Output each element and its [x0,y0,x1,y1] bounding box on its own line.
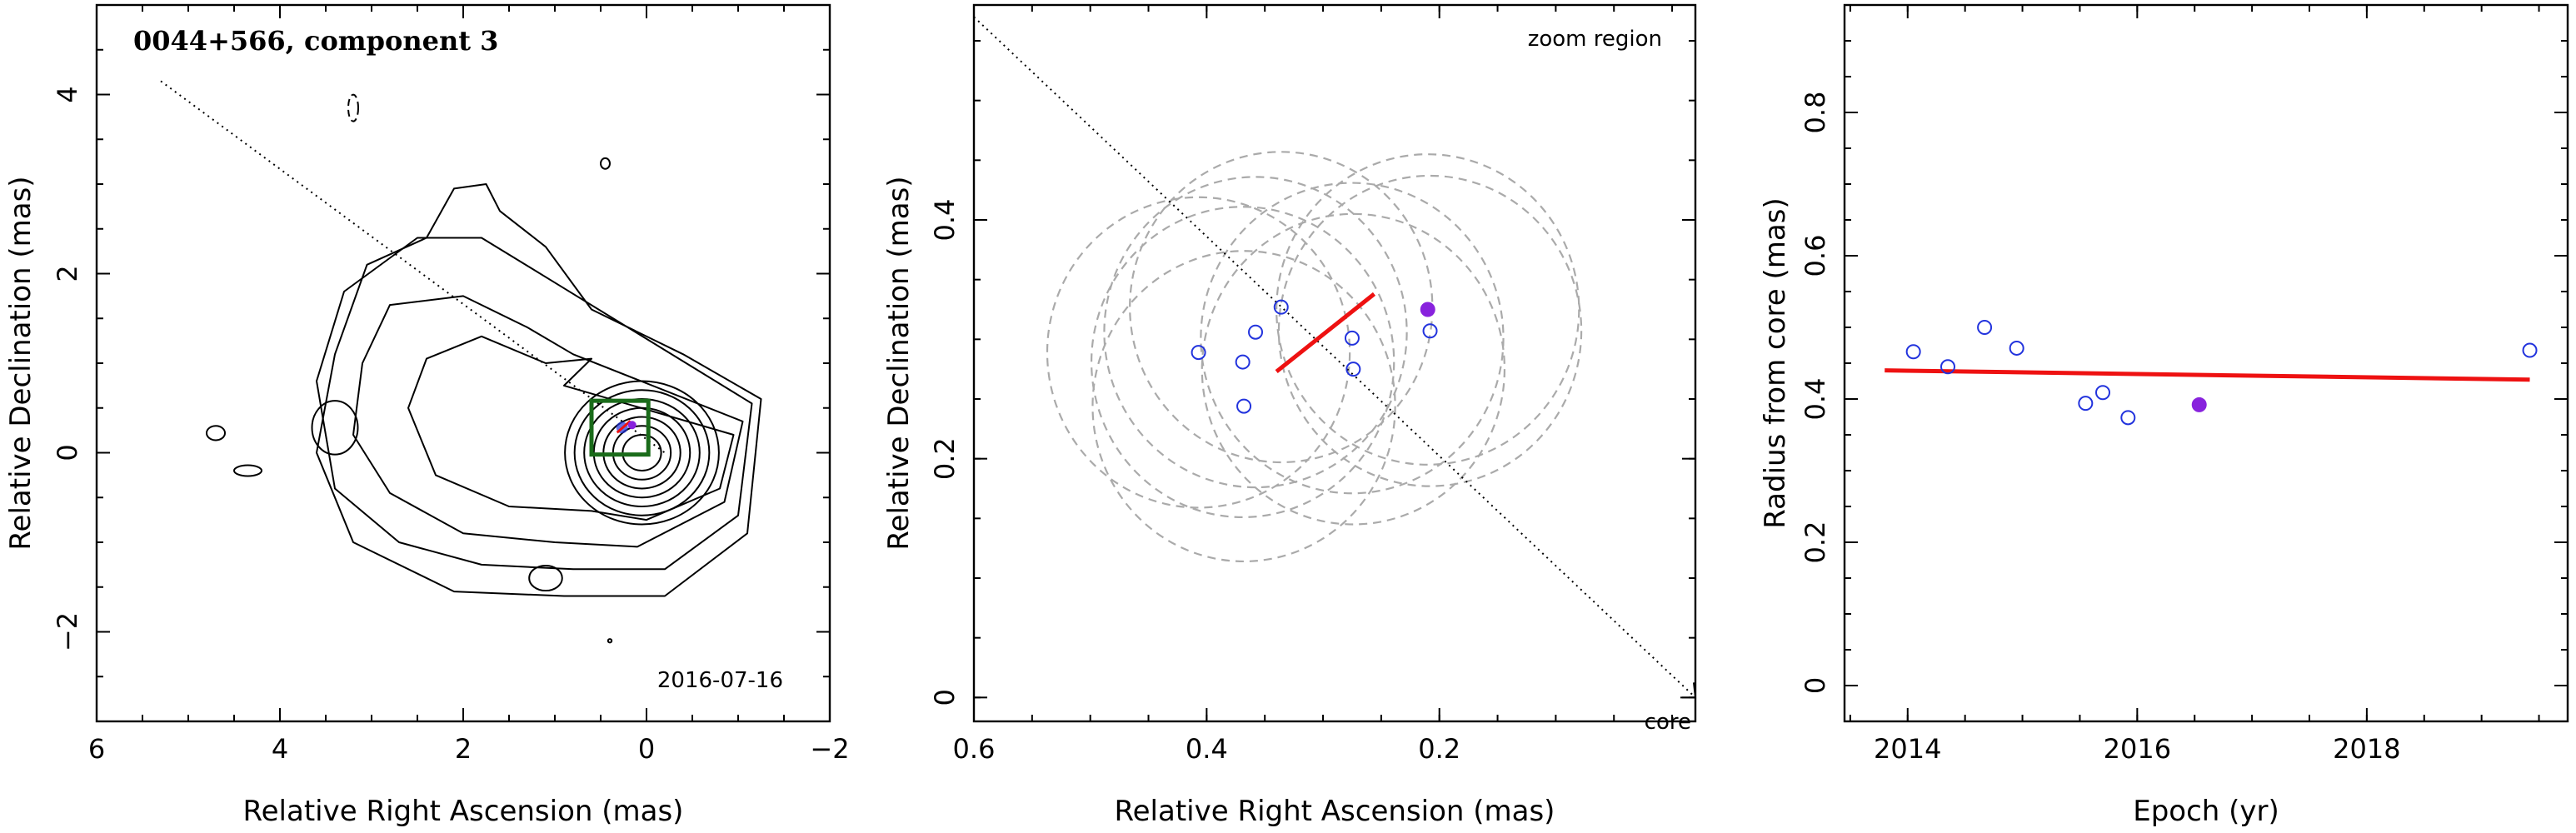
y-tick-label: 0.2 [1800,521,1831,564]
axes-frame-1 [95,3,831,723]
component-trajectory [616,420,632,434]
contour-level [352,295,744,548]
data-point [1345,362,1361,377]
data-point-current [2191,397,2207,412]
x-tick-label: 2016 [2104,733,2171,765]
x-axis-label-1: Relative Right Ascension (mas) [243,795,684,828]
y-tick-label: 0.8 [1800,92,1831,134]
x-tick-label: 0.2 [1418,733,1460,765]
contour-blob [233,464,262,477]
y-tick-label: 4 [52,86,83,102]
data-point [1344,330,1360,346]
x-tick-label: −2 [810,733,849,765]
data-point-current [1420,302,1435,317]
x-tick-label: 2014 [1874,733,1941,765]
error-circle [1090,206,1395,519]
error-circle [1277,174,1583,487]
component-marker [616,420,637,434]
contour-blob [528,564,563,592]
contour-blob [206,425,226,441]
y-tick-label: 0.4 [1800,378,1831,421]
y-axis-label-2: Relative Declination (mas) [882,176,916,550]
data-point [1422,323,1438,339]
zoom-region-label: zoom region [1528,27,1662,52]
core-direction-line [974,16,1695,699]
fit-line [1885,368,2530,382]
y-axis-label-3: Radius from core (mas) [1759,197,1792,528]
data-point [2009,340,2024,356]
y-tick-label: 2 [52,265,83,282]
contour-blob [607,638,613,644]
x-tick-label: 0.6 [953,733,996,765]
core-label: core [1645,710,1691,735]
data-point [2522,342,2538,358]
y-axis-label-1: Relative Declination (mas) [4,176,37,550]
panel-radius-vs-epoch: 2014 2016 2018 0 0.2 0.4 0.6 0.8 Epoch (yr) Rad… [1759,3,2569,828]
panel-contour-map: 6 4 2 0 −2 −2 0 2 4 0044+566, component 3 2016-0… [4,3,850,828]
trajectory-line [1275,292,1376,373]
error-circle [1103,176,1408,489]
data-point [1977,320,1993,335]
y-tick-label: 0 [52,444,83,461]
x-tick-label: 2018 [2333,733,2400,765]
epoch-annotation: 2016-07-16 [657,668,783,693]
x-tick-label: 2 [455,733,472,765]
ticks-3: 2014 2016 2018 0 0.2 0.4 0.6 0.8 [1800,4,2568,765]
contour-level [316,237,753,571]
contour-map [206,93,762,644]
y-tick-label: 0.2 [929,437,961,480]
data-point [2095,385,2110,401]
panel-zoom-region: 0.6 0.4 0.2 0 0.2 0.4 zoom region core Relati… [882,3,1697,828]
x-tick-label: 4 [272,733,288,765]
negative-contour [347,93,359,122]
component-filled-dot [627,421,637,430]
data-point [1236,398,1252,414]
radius-points [1905,320,2538,426]
error-circle [1200,182,1505,495]
y-tick-label: 0 [1800,677,1831,694]
position-points [1191,299,1438,414]
contour-level [407,335,735,521]
zoom-box [589,398,651,457]
axes-frame-2 [972,3,1697,723]
data-point [1248,324,1264,340]
data-point [1905,344,1921,360]
y-tick-label: 0 [929,689,961,706]
panel-title: 0044+566, component 3 [133,25,498,57]
x-tick-label: 0 [638,733,655,765]
error-circle [1091,250,1396,563]
y-tick-label: 0.4 [929,199,961,242]
contour-level [316,183,762,597]
error-circle [1046,196,1351,509]
data-point [2120,410,2136,426]
contour-blob [311,400,359,456]
data-point [1940,359,1955,375]
y-tick-label: −2 [52,612,83,651]
ticks-2: 0.6 0.4 0.2 0 0.2 0.4 [929,5,1695,765]
data-point [1235,354,1251,370]
data-point [2078,396,2094,412]
error-circles [1046,151,1583,563]
error-circle [1201,212,1506,526]
x-tick-label: 6 [88,733,105,765]
data-point [1273,299,1289,315]
y-tick-label: 0.6 [1800,235,1831,277]
contour-level [573,389,711,516]
data-point [1191,345,1206,361]
x-axis-label-3: Epoch (yr) [2133,795,2279,828]
x-axis-label-2: Relative Right Ascension (mas) [1115,795,1555,828]
error-circle [1276,153,1580,466]
x-tick-label: 0.4 [1186,733,1228,765]
ticks-1: 6 4 2 0 −2 −2 0 2 4 [52,4,850,765]
contour-blob [600,157,611,170]
